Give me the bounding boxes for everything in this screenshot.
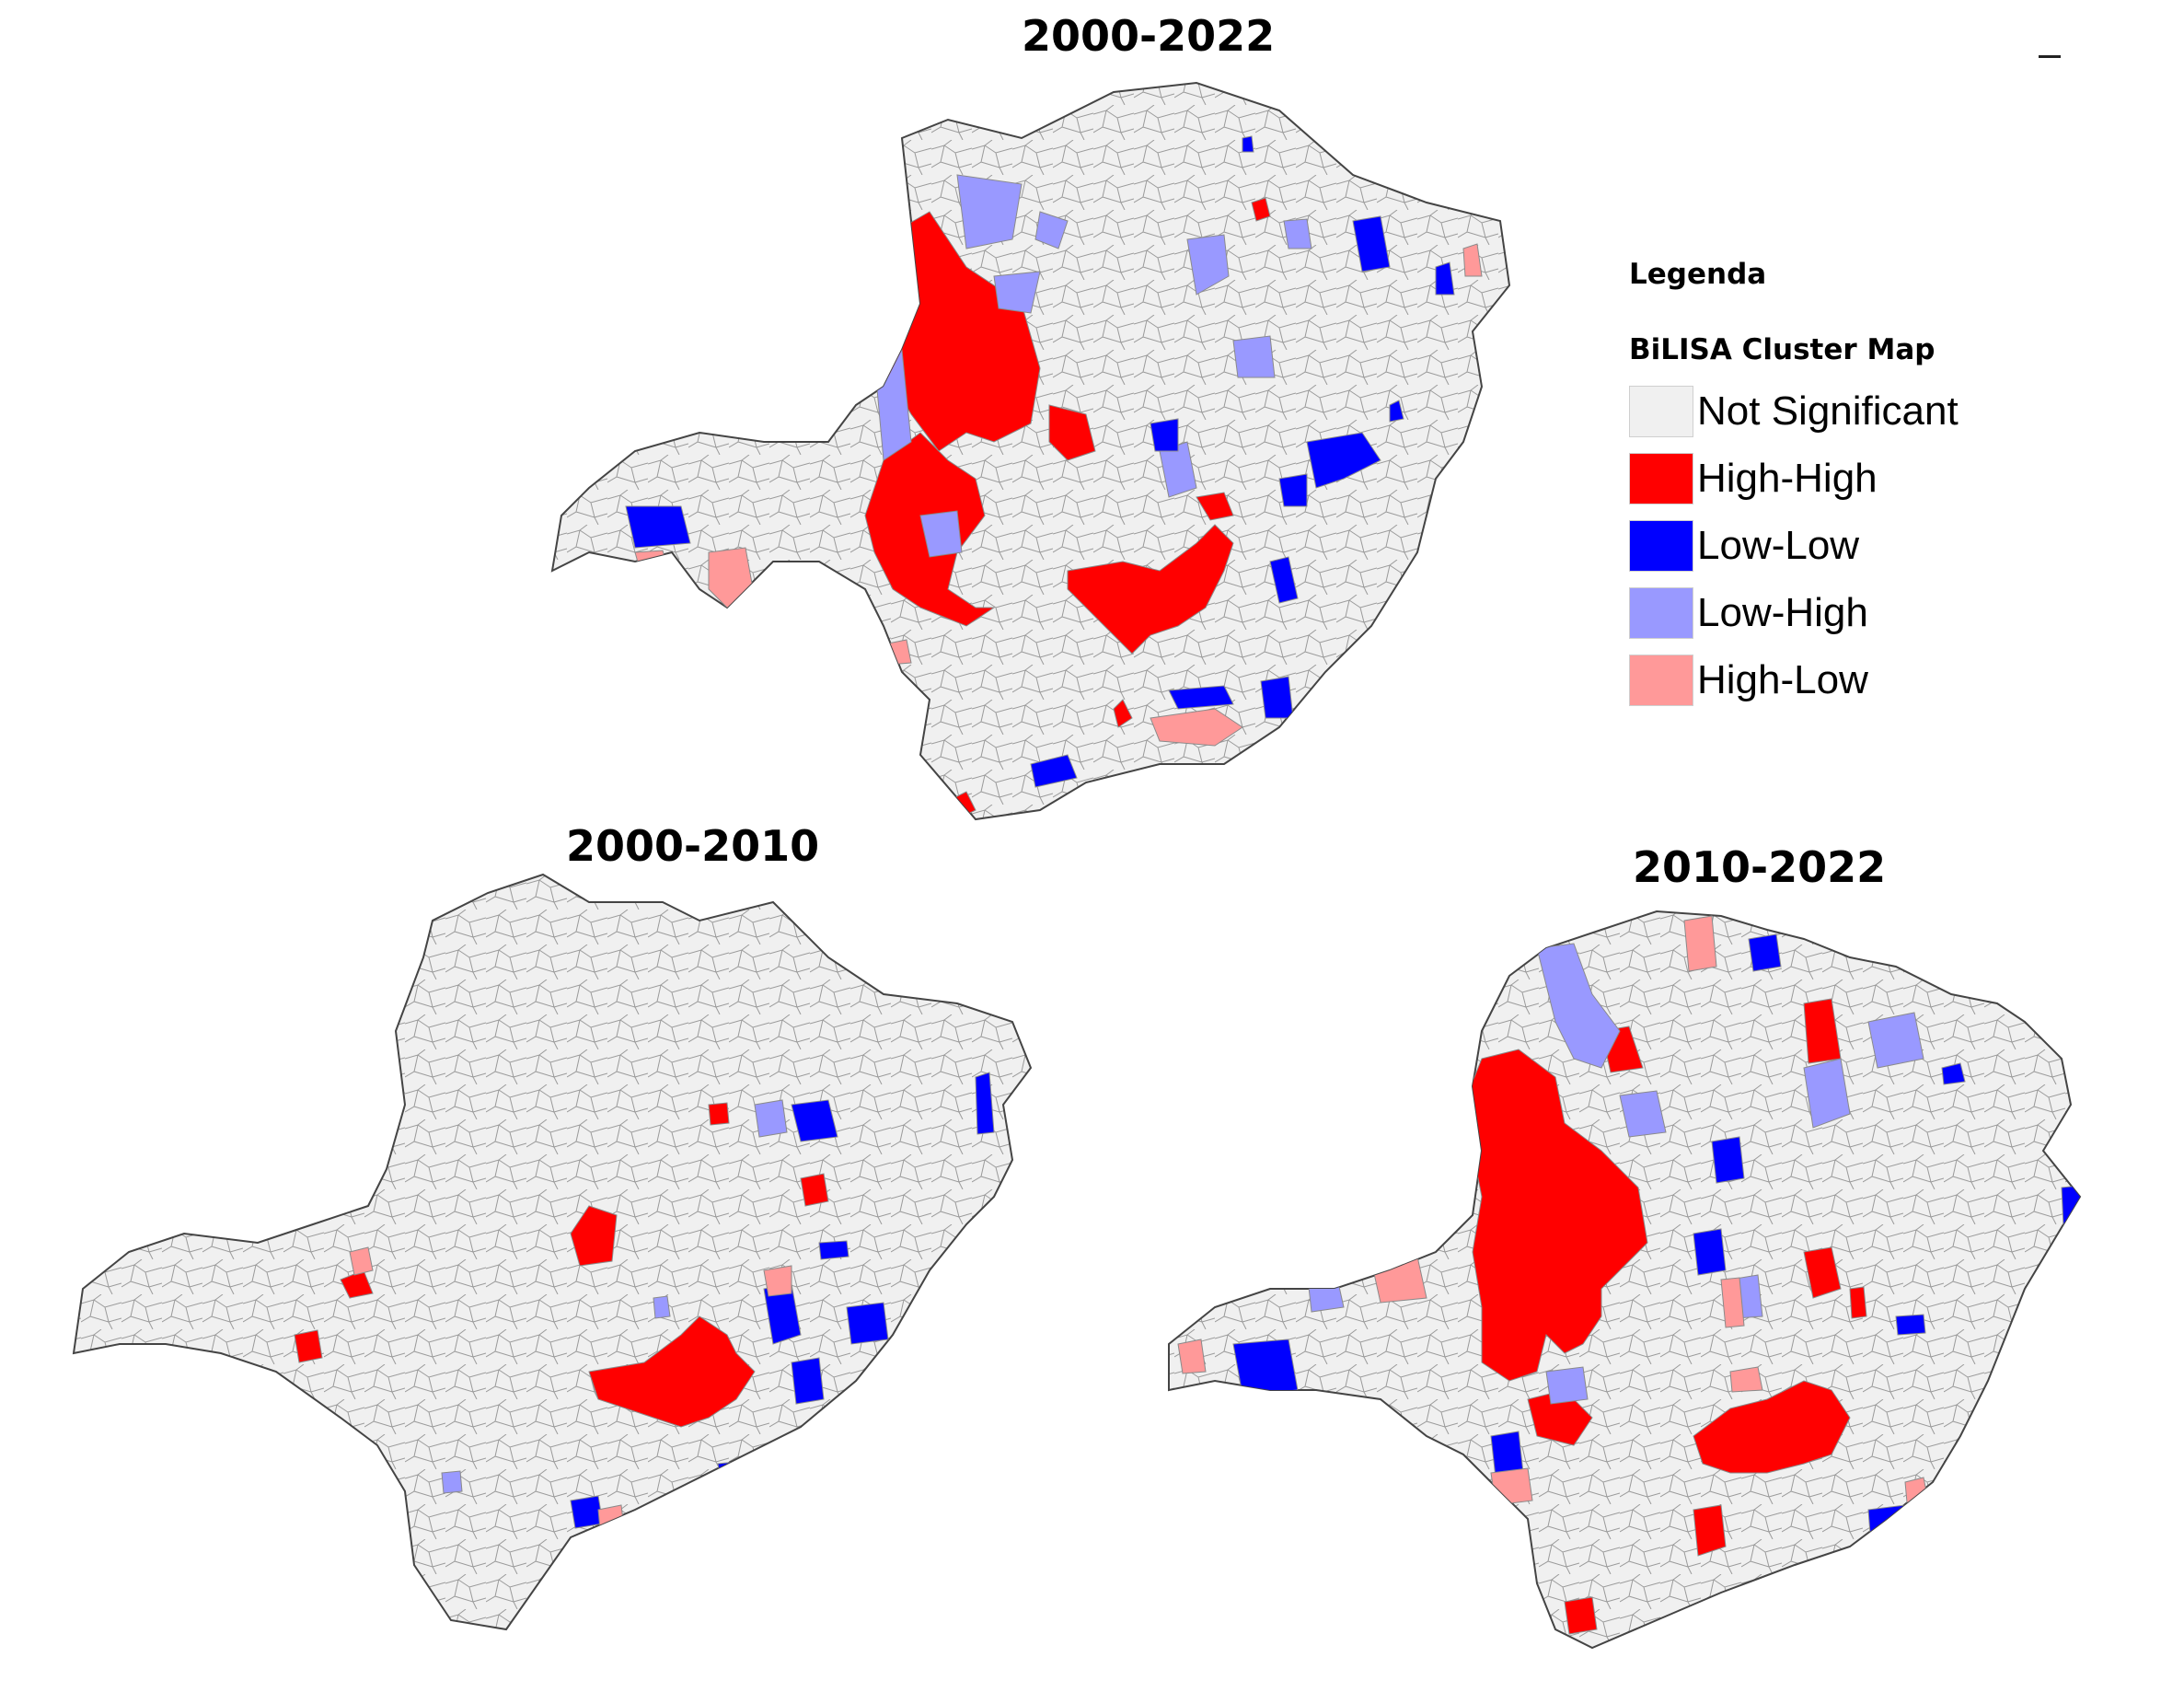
legend-label: High-High (1697, 455, 1878, 501)
legend-item-high-high: High-High (1629, 445, 2016, 512)
map-title-2010-2022: 2010-2022 (1633, 842, 1887, 892)
legend: Legenda BiLISA Cluster Map Not Significa… (1629, 258, 2016, 713)
legend-item-low-high: Low-High (1629, 579, 2016, 646)
legend-swatch-not-significant (1629, 385, 1693, 437)
legend-item-low-low: Low-Low (1629, 512, 2016, 579)
legend-item-not-significant: Not Significant (1629, 377, 2016, 445)
dash-mark (2039, 55, 2061, 58)
legend-label: High-Low (1697, 656, 1868, 702)
clusters-2000-2022 (625, 135, 1483, 819)
map-2010-2022 (1168, 910, 2081, 1649)
legend-item-high-low: High-Low (1629, 646, 2016, 713)
legend-swatch-high-high (1629, 452, 1693, 504)
legend-swatch-high-low (1629, 654, 1693, 706)
map-title-2000-2022: 2000-2022 (1022, 11, 1276, 61)
map-2000-2010 (73, 874, 1032, 1630)
legend-label: Low-Low (1697, 522, 1860, 568)
map-2000-2022 (551, 82, 1510, 820)
legend-label: Not Significant (1697, 388, 1959, 434)
map-title-2000-2010: 2000-2010 (566, 821, 820, 871)
clusters-2010-2022 (1177, 915, 2080, 1635)
legend-swatch-low-high (1629, 586, 1693, 639)
legend-swatch-low-low (1629, 519, 1693, 572)
legend-label: Low-High (1697, 589, 1868, 635)
legend-subtitle: BiLISA Cluster Map (1629, 333, 1936, 366)
legend-title: Legenda (1629, 258, 1767, 291)
